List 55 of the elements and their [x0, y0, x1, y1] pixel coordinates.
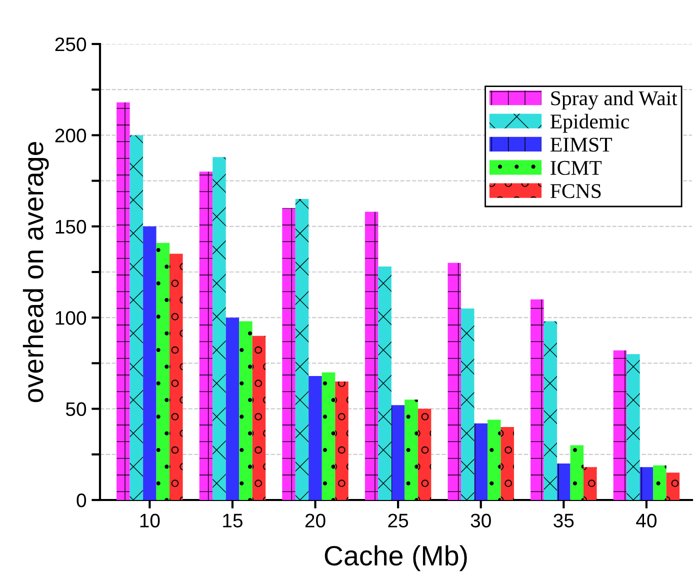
- x-tick-label: 15: [223, 514, 242, 528]
- bar: [252, 336, 266, 500]
- bar: [130, 135, 144, 500]
- bar: [308, 376, 322, 500]
- y-tick-label: 200: [55, 128, 86, 142]
- x-axis-title: Cache (Mb): [324, 545, 467, 572]
- bar: [282, 208, 296, 500]
- bar: [500, 427, 514, 500]
- y-axis-title: overhead on average: [22, 142, 49, 402]
- bar: [613, 350, 627, 500]
- bar: [487, 420, 501, 500]
- bar: [653, 465, 666, 500]
- bar: [418, 408, 432, 500]
- bar: [666, 472, 680, 500]
- y-tick-label: 150: [56, 220, 86, 234]
- x-tick-label: 10: [140, 514, 160, 528]
- y-tick-label: 250: [55, 37, 86, 52]
- bar: [460, 308, 474, 500]
- bar: [378, 266, 392, 500]
- bar: [557, 464, 570, 500]
- bar: [364, 212, 378, 500]
- legend-label: FCNS: [550, 184, 601, 198]
- y-tick-label: 100: [56, 311, 86, 325]
- bar: [474, 423, 488, 500]
- x-tick-label: 20: [305, 514, 326, 528]
- bar: [143, 226, 156, 500]
- bar: [170, 254, 183, 500]
- bar: [404, 400, 418, 500]
- bar: [226, 318, 240, 500]
- y-tick-label: 0: [76, 493, 86, 508]
- legend-label: Spray and Wait: [551, 90, 678, 110]
- legend-label: ICMT: [550, 160, 602, 175]
- x-tick-label: 30: [470, 514, 491, 528]
- x-tick-label: 40: [636, 514, 657, 528]
- legend-label: EIMST: [550, 138, 612, 152]
- bar: [295, 199, 309, 500]
- bar: [391, 405, 405, 500]
- bar: [640, 467, 654, 500]
- bar: [544, 321, 558, 500]
- bar: [530, 299, 544, 500]
- bar: [116, 102, 130, 500]
- bar: [448, 262, 461, 500]
- bar: [335, 381, 348, 500]
- legend-label: Epidemic: [550, 114, 630, 133]
- bar: [199, 172, 213, 500]
- x-tick-label: 25: [388, 514, 408, 528]
- bar: [156, 242, 170, 500]
- bar: [626, 354, 640, 500]
- bar: [322, 372, 336, 500]
- bar: [239, 321, 252, 500]
- y-tick-label: 50: [66, 402, 86, 416]
- bar: [212, 157, 226, 500]
- bar: [584, 467, 597, 500]
- x-tick-label: 35: [554, 514, 574, 528]
- bar: [570, 445, 584, 500]
